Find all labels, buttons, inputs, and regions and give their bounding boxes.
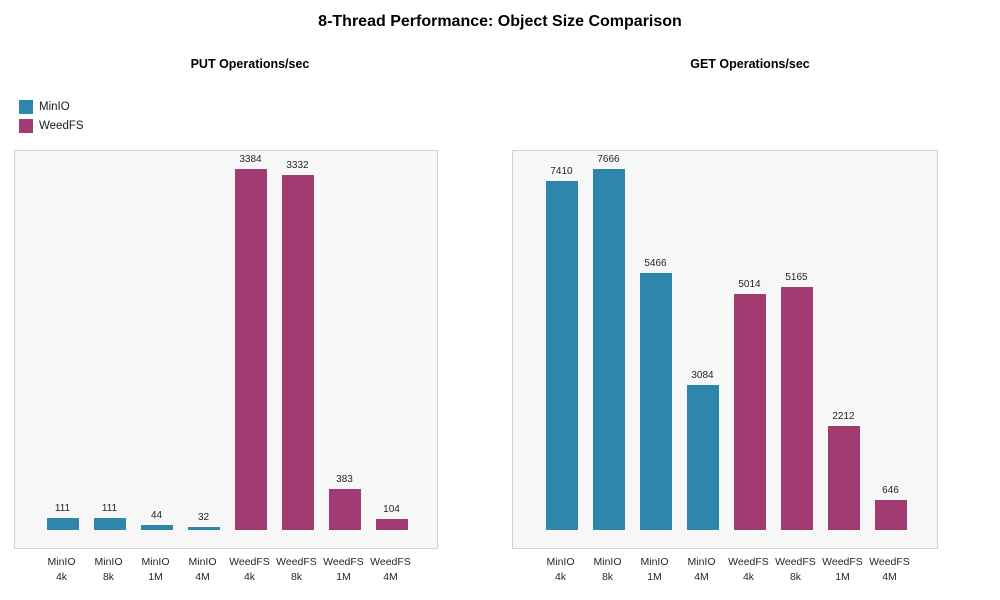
put-chart-plot-area: 111 111 44 32 3384 3332 383 104	[14, 150, 438, 549]
x-tick-label-weedfs-4m: WeedFS 4M	[370, 556, 411, 583]
bar-minio-8k	[592, 169, 625, 530]
bar-weedfs-1m	[328, 489, 361, 530]
bar-weedfs-8k	[281, 175, 314, 530]
get-chart-subtitle: GET Operations/sec	[690, 57, 810, 71]
x-tick-label-minio-8k: MinIO 8k	[94, 556, 123, 583]
get-chart-plot-area: 7410 7666 5466 3084 5014 5165 2212 646	[512, 150, 938, 549]
bar-value-label-weedfs-1m: 383	[336, 474, 353, 485]
bar-value-label-minio-1m: 44	[150, 510, 163, 521]
x-tick-label-minio-4m: MinIO 4M	[188, 556, 217, 583]
bar-value-label-minio-1m: 5466	[644, 258, 667, 269]
bar-weedfs-4k	[733, 294, 766, 530]
bar-value-label-weedfs-8k: 5165	[785, 272, 808, 283]
bar-value-label-weedfs-1m: 2212	[832, 411, 855, 422]
legend-swatch-weedfs	[19, 119, 33, 133]
legend-swatch-minio	[19, 100, 33, 114]
chart-title: 8-Thread Performance: Object Size Compar…	[318, 13, 682, 30]
bar-value-label-minio-4m: 32	[197, 512, 210, 523]
bar-value-label-weedfs-4k: 5014	[738, 279, 761, 290]
legend: MinIO WeedFS	[19, 100, 84, 138]
bar-minio-4m	[686, 385, 719, 530]
x-tick-label-weedfs-1m: WeedFS 1M	[323, 556, 364, 583]
bar-value-label-weedfs-4k: 3384	[239, 154, 262, 165]
bar-minio-4k	[545, 181, 578, 530]
bar-weedfs-1m	[827, 426, 860, 530]
put-chart: 111 111 44 32 3384 3332 383 104 MinIO 4k MinIO 8k M…	[14, 150, 438, 590]
bar-weedfs-4m	[375, 519, 408, 530]
legend-label-minio: MinIO	[39, 101, 70, 113]
bar-minio-1m	[639, 273, 672, 530]
x-tick-label-weedfs-1m: WeedFS 1M	[822, 556, 863, 583]
put-chart-subtitle: PUT Operations/sec	[190, 57, 310, 71]
bar-minio-8k	[93, 518, 126, 530]
legend-label-weedfs: WeedFS	[39, 120, 84, 132]
legend-item-weedfs: WeedFS	[19, 119, 84, 133]
x-tick-label-weedfs-8k: WeedFS 8k	[276, 556, 317, 583]
x-tick-label-minio-4k: MinIO 4k	[47, 556, 76, 583]
bar-weedfs-4k	[234, 169, 267, 530]
legend-item-minio: MinIO	[19, 100, 84, 114]
x-tick-label-weedfs-8k: WeedFS 8k	[775, 556, 816, 583]
x-tick-label-minio-4m: MinIO 4M	[687, 556, 716, 583]
bar-value-label-minio-4k: 111	[54, 503, 71, 514]
bar-value-label-minio-4m: 3084	[691, 370, 714, 381]
bar-weedfs-4m	[874, 500, 907, 530]
x-tick-label-weedfs-4k: WeedFS 4k	[229, 556, 270, 583]
bar-weedfs-8k	[780, 287, 813, 530]
x-tick-label-minio-1m: MinIO 1M	[141, 556, 170, 583]
bar-minio-1m	[140, 525, 173, 530]
bar-value-label-weedfs-8k: 3332	[286, 160, 309, 171]
bar-value-label-weedfs-4m: 646	[882, 485, 899, 496]
x-tick-label-weedfs-4m: WeedFS 4M	[869, 556, 910, 583]
bar-value-label-minio-8k: 7666	[597, 154, 620, 165]
get-chart: 7410 7666 5466 3084 5014 5165 2212 646 MinIO 4k M…	[512, 150, 938, 590]
x-tick-label-minio-4k: MinIO 4k	[546, 556, 575, 583]
bar-minio-4m	[187, 527, 220, 530]
bar-value-label-weedfs-4m: 104	[383, 504, 400, 515]
bar-value-label-minio-4k: 7410	[550, 166, 573, 177]
bar-value-label-minio-8k: 111	[101, 503, 118, 514]
x-tick-label-minio-8k: MinIO 8k	[593, 556, 622, 583]
x-tick-label-minio-1m: MinIO 1M	[640, 556, 669, 583]
bar-minio-4k	[46, 518, 79, 530]
x-tick-label-weedfs-4k: WeedFS 4k	[728, 556, 769, 583]
